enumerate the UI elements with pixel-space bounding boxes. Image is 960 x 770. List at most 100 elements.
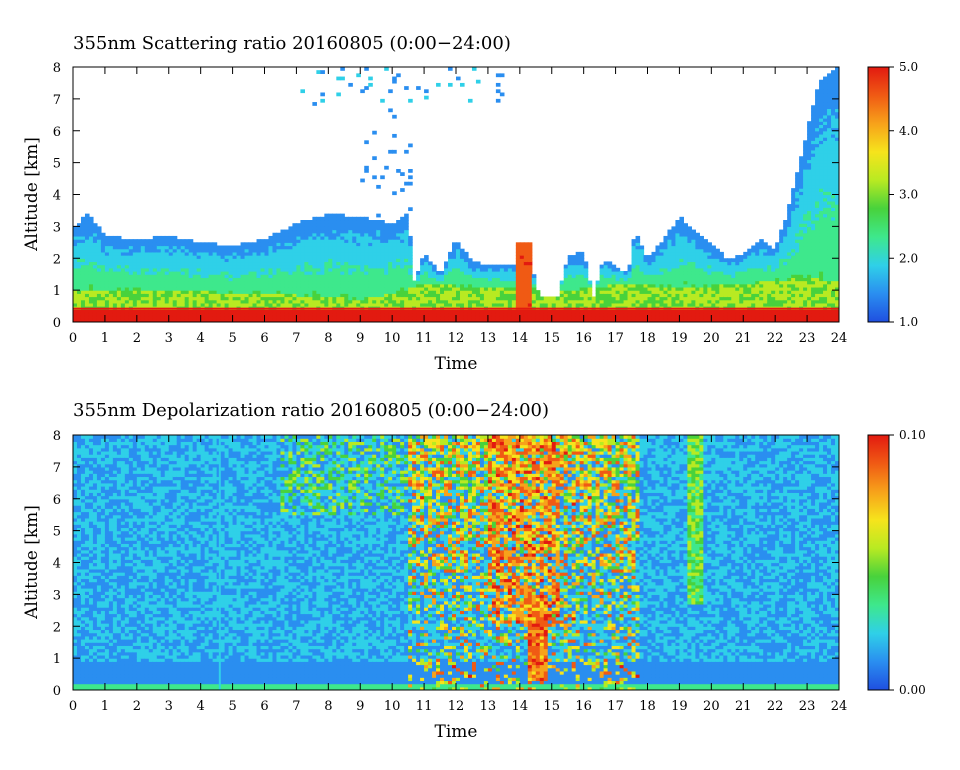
data-cell	[356, 271, 361, 275]
data-cell	[715, 293, 720, 298]
data-cell	[180, 274, 186, 278]
data-cell	[515, 274, 521, 278]
data-cell	[216, 258, 222, 263]
data-cell	[88, 255, 94, 259]
data-cell	[671, 251, 677, 256]
data-cell	[444, 302, 449, 307]
data-cell	[448, 318, 453, 322]
data-cell	[807, 267, 812, 272]
data-cell	[719, 280, 724, 285]
data-cell	[511, 315, 517, 320]
data-cell	[104, 290, 110, 294]
data-cell	[563, 267, 569, 272]
data-cell	[440, 296, 445, 301]
data-cell	[340, 242, 345, 247]
data-cell	[523, 309, 529, 314]
data-cell	[224, 312, 230, 317]
data-cell	[100, 232, 106, 237]
data-cell	[316, 251, 321, 256]
data-cell	[284, 309, 290, 314]
data-cell	[456, 251, 461, 256]
data-cell	[547, 318, 553, 322]
data-cell	[224, 302, 230, 307]
data-cell	[799, 312, 804, 317]
data-cell	[767, 280, 772, 285]
data-cell	[208, 248, 214, 253]
data-cell	[799, 261, 804, 266]
data-cell	[711, 283, 716, 288]
data-cell	[683, 277, 688, 282]
data-cell	[232, 293, 238, 298]
data-cell	[819, 98, 824, 103]
data-cell	[396, 283, 401, 288]
data-cell	[356, 293, 361, 298]
data-cell	[128, 318, 134, 322]
data-cell	[535, 290, 541, 294]
data-cell	[515, 290, 521, 294]
data-cell	[591, 309, 597, 314]
data-cell	[811, 210, 816, 215]
data-cell	[719, 255, 724, 259]
data-cell	[80, 245, 86, 250]
data-cell	[360, 299, 365, 304]
data-cell	[627, 290, 633, 294]
data-cell	[452, 309, 457, 314]
data-cell	[188, 264, 194, 269]
data-cell	[348, 264, 353, 269]
data-cell	[400, 312, 405, 317]
data-cell	[535, 309, 541, 314]
data-cell	[212, 312, 218, 317]
data-cell	[80, 296, 86, 301]
data-cell	[172, 245, 178, 250]
data-cell	[256, 293, 262, 298]
data-cell	[663, 274, 669, 278]
data-cell	[264, 242, 270, 247]
data-cell	[491, 280, 497, 285]
data-cell	[128, 267, 134, 272]
data-cell	[711, 318, 716, 322]
data-cell	[176, 283, 182, 288]
data-cell	[811, 197, 816, 202]
data-cell	[795, 258, 800, 263]
data-cell	[152, 293, 158, 298]
data-cell	[184, 255, 190, 259]
data-cell	[611, 293, 617, 298]
data-cell	[663, 309, 669, 314]
data-cell	[799, 175, 804, 180]
data-cell	[404, 181, 409, 186]
data-cell	[400, 318, 405, 322]
data-cell	[487, 264, 493, 269]
data-cell	[392, 245, 397, 250]
data-cell	[467, 271, 473, 275]
data-cell	[352, 267, 357, 272]
data-cell	[180, 296, 186, 301]
data-cell	[755, 255, 760, 259]
data-cell	[791, 197, 796, 202]
data-cell	[236, 299, 242, 304]
data-cell	[715, 255, 720, 259]
data-cell	[216, 315, 222, 320]
data-cell	[695, 264, 700, 269]
data-cell	[807, 181, 812, 186]
data-cell	[308, 312, 313, 317]
data-cell	[368, 242, 373, 247]
data-cell	[719, 296, 724, 301]
data-cell	[73, 280, 78, 285]
data-cell	[316, 318, 321, 322]
data-cell	[663, 261, 669, 266]
data-cell	[583, 309, 589, 314]
data-cell	[392, 293, 397, 298]
data-cell	[424, 309, 429, 314]
data-cell	[80, 274, 86, 278]
data-cell	[531, 299, 537, 304]
data-cell	[324, 213, 329, 218]
data-cell	[420, 258, 425, 263]
data-cell	[655, 286, 661, 291]
data-cell	[755, 293, 760, 298]
data-cell	[747, 261, 752, 266]
data-cell	[212, 277, 218, 282]
data-cell	[284, 286, 290, 291]
data-cell	[348, 261, 353, 266]
data-cell	[771, 302, 776, 307]
data-cell	[264, 309, 270, 314]
